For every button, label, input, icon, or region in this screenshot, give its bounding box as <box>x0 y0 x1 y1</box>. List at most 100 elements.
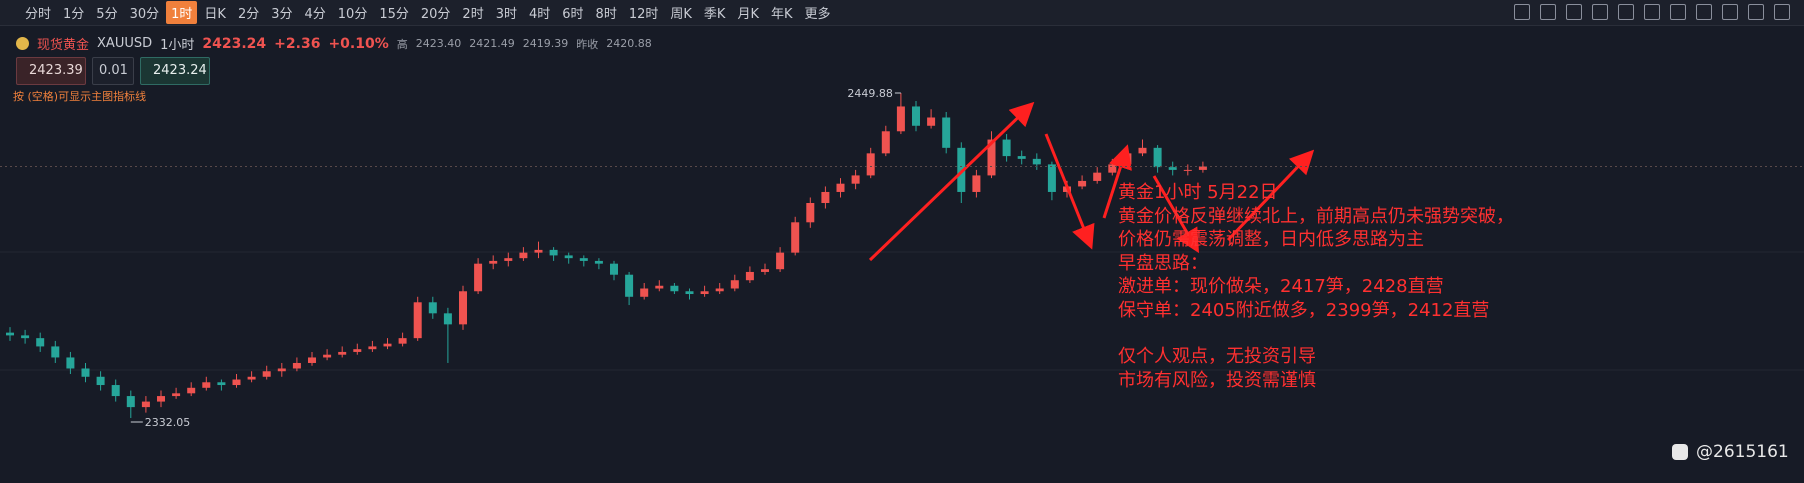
candle-body <box>1078 180 1087 187</box>
timeframe[interactable]: 15分 <box>379 7 409 22</box>
disclaimer-line: 市场有风险，投资需谨慎 <box>1118 369 1316 391</box>
candle-body <box>1138 147 1147 154</box>
tool[interactable] <box>1774 4 1790 20</box>
tool[interactable] <box>1618 4 1634 20</box>
timeframe[interactable]: 2分 <box>237 7 260 22</box>
timeframe[interactable]: 周K <box>670 7 692 22</box>
tool[interactable] <box>1566 4 1582 20</box>
high: 2423.40 <box>415 37 462 50</box>
tool[interactable] <box>1722 4 1738 20</box>
annotation-line: 价格仍需震荡调整，日内低多思路为主 <box>1118 229 1424 250</box>
tool[interactable] <box>1748 4 1764 20</box>
timeframe[interactable]: 1分 <box>63 7 85 22</box>
candle-body <box>1017 156 1026 159</box>
candle-body <box>700 291 709 295</box>
timeframe[interactable]: 6时 <box>562 7 584 22</box>
candle-body <box>353 349 362 352</box>
candle-body <box>428 302 437 314</box>
timeframe[interactable]: 季K <box>703 7 726 22</box>
tool[interactable] <box>1644 4 1660 20</box>
timeframe[interactable]: 8时 <box>595 7 617 22</box>
candle-body <box>912 106 920 126</box>
symbol[interactable]: XAUUSD <box>97 36 153 51</box>
tool[interactable] <box>1670 4 1686 20</box>
sell-button[interactable]: 2423.39 <box>16 57 86 85</box>
candle-body <box>564 255 573 259</box>
candle-body <box>111 385 120 397</box>
symbol-name[interactable]: 现货黄金 <box>37 38 90 53</box>
arrows <box>868 101 1315 262</box>
timeframe[interactable]: 4分 <box>304 7 326 22</box>
timeframe[interactable]: 12时 <box>628 7 659 22</box>
candle-body <box>126 396 135 408</box>
candle-body <box>489 260 498 264</box>
candle-body <box>791 222 800 253</box>
candle-body <box>459 291 467 325</box>
candle-body <box>594 260 603 264</box>
tool[interactable] <box>1592 4 1608 20</box>
candle-body <box>157 396 165 402</box>
candle-body <box>685 291 694 295</box>
tool[interactable] <box>1514 4 1530 20</box>
info-bar: 现货黄金 XAUUSD 1小时 2423.24 +2.36 +0.10% 高 2… <box>16 34 652 53</box>
tool[interactable] <box>1540 4 1556 20</box>
timeframe[interactable]: 3时 <box>495 7 517 22</box>
timeframe[interactable]: 10分 <box>337 7 368 22</box>
timeframe[interactable]: 月K <box>737 7 759 22</box>
candle-body <box>368 346 377 350</box>
watermark-text: @2615161 <box>1696 442 1789 462</box>
annotation-line: 早盘思路： <box>1118 252 1208 274</box>
candle-body <box>96 376 105 386</box>
candle-body <box>745 271 754 281</box>
annotation-line: 激进单：现价做朵，2417笋，2428直营 <box>1118 276 1444 297</box>
candle-body <box>172 393 181 397</box>
candle-body <box>36 338 45 347</box>
candle-body <box>383 343 392 347</box>
candle-body <box>398 338 407 344</box>
candle-body <box>896 106 905 132</box>
timeframe[interactable]: 年K <box>770 7 793 22</box>
timeframe[interactable]: 2时 <box>462 7 484 22</box>
tool[interactable] <box>1696 4 1712 20</box>
candle-body <box>1047 164 1056 192</box>
candle-body <box>1183 169 1192 171</box>
candle-body <box>836 183 845 192</box>
candle-body <box>579 258 588 261</box>
coin-icon <box>16 37 29 50</box>
timeframe[interactable]: 5分 <box>96 7 118 22</box>
candle-body <box>549 249 558 256</box>
candle-body <box>308 357 316 363</box>
interval[interactable]: 1小时 <box>160 38 195 53</box>
candle-body <box>504 258 513 261</box>
candle-body <box>866 153 875 176</box>
quantity-input[interactable]: 0.01 <box>92 57 134 85</box>
hint: 按 (空格)可显示主图指标线 <box>13 90 147 103</box>
change: +2.36 <box>274 35 321 52</box>
candle-body <box>851 175 860 184</box>
arrow <box>1152 175 1200 254</box>
candle-body <box>1093 172 1102 181</box>
arrow <box>1044 133 1095 250</box>
prev-close-label: 昨收 <box>576 37 599 51</box>
candle-body <box>730 280 739 289</box>
change-pct: +0.10% <box>328 35 389 52</box>
candle-body <box>443 313 452 325</box>
low-mark-label: 2332.05 <box>145 416 191 429</box>
timeframe[interactable]: 20分 <box>420 7 451 22</box>
candle-body <box>338 351 347 355</box>
annotation-line: 黄金1小时 5月22日 <box>1118 182 1278 203</box>
buy-button[interactable]: 2423.24 <box>140 57 210 85</box>
timeframe[interactable]: 30分 <box>129 7 160 22</box>
timeframe[interactable]: 1时 <box>166 1 198 24</box>
timeframe[interactable]: 日K <box>204 7 226 22</box>
timeframe[interactable]: 更多 <box>804 7 831 22</box>
candle-body <box>942 117 951 148</box>
candle-body <box>715 288 724 292</box>
high-label: 高 <box>396 37 408 51</box>
timeframe[interactable]: 4时 <box>528 7 551 22</box>
timeframe[interactable]: 3分 <box>271 7 293 22</box>
order-panel: 2423.39 0.01 2423.24 <box>16 57 210 85</box>
timeframe[interactable]: 分时 <box>25 7 52 22</box>
